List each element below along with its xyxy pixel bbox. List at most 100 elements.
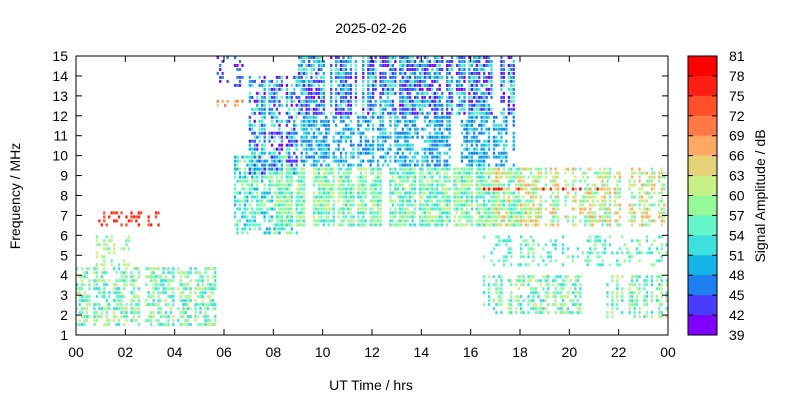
data-point [473, 147, 476, 151]
data-point [586, 255, 589, 259]
data-point [409, 151, 412, 155]
data-point [606, 283, 609, 287]
data-point [270, 91, 274, 95]
data-point [367, 127, 370, 131]
data-point [579, 275, 582, 279]
data-point [394, 215, 397, 219]
data-point [413, 163, 417, 167]
data-point [463, 223, 466, 227]
data-point [529, 207, 533, 211]
data-point [660, 247, 663, 251]
data-point [441, 187, 444, 191]
data-point [369, 207, 372, 211]
data-point [475, 64, 478, 67]
data-point [547, 255, 550, 259]
data-point [293, 143, 296, 147]
data-point [322, 179, 325, 183]
data-point [571, 299, 575, 303]
data-point [463, 139, 466, 143]
data-point [401, 175, 404, 179]
data-point [544, 171, 547, 175]
data-point [458, 103, 461, 107]
data-point [122, 307, 126, 311]
data-point [404, 211, 407, 215]
data-point [574, 275, 577, 279]
data-point [258, 155, 261, 159]
data-point [307, 79, 311, 83]
data-point [298, 71, 301, 75]
data-point [288, 183, 291, 187]
data-point [490, 195, 493, 199]
data-point [322, 195, 325, 199]
data-point [517, 303, 520, 307]
data-point [295, 207, 298, 211]
data-point [436, 119, 439, 123]
data-point [189, 307, 192, 311]
data-point [660, 187, 663, 191]
data-point [483, 83, 486, 87]
data-point [288, 187, 291, 191]
data-point [298, 99, 301, 103]
data-point [399, 179, 402, 183]
data-point [463, 111, 466, 115]
data-point [431, 75, 434, 79]
data-point [490, 199, 493, 203]
data-point [335, 87, 338, 91]
data-point [157, 307, 160, 311]
data-point [194, 267, 197, 271]
data-point [421, 223, 424, 227]
data-point [505, 155, 508, 159]
data-point [510, 295, 513, 299]
data-point [261, 79, 264, 83]
data-point [606, 219, 609, 223]
data-point [480, 167, 483, 171]
x-tick-label: 18 [512, 344, 528, 360]
data-point [312, 111, 316, 115]
data-point [475, 83, 478, 87]
data-point [557, 215, 560, 219]
data-point [480, 91, 483, 95]
data-point [238, 171, 242, 175]
data-point [317, 95, 320, 99]
data-point [505, 255, 508, 259]
data-point [206, 303, 209, 307]
data-point [581, 207, 584, 211]
data-point [362, 211, 365, 215]
data-point [305, 68, 308, 71]
data-point [391, 75, 394, 79]
data-point [660, 283, 663, 287]
data-point [591, 199, 594, 203]
data-point [581, 175, 584, 179]
data-point [258, 131, 261, 135]
data-point [157, 267, 160, 271]
data-point [475, 151, 478, 155]
data-point [172, 319, 175, 323]
data-point [500, 171, 503, 175]
data-point [246, 195, 249, 199]
data-point [322, 199, 325, 203]
data-point [201, 275, 205, 279]
data-point [317, 167, 320, 171]
data-point [470, 183, 473, 187]
data-point [364, 207, 367, 211]
data-point [404, 95, 407, 99]
data-point [280, 195, 283, 199]
data-point [463, 135, 466, 139]
data-point [295, 231, 298, 235]
data-point [505, 127, 508, 131]
data-point [448, 199, 451, 203]
data-point [248, 143, 251, 147]
data-point [145, 319, 148, 323]
data-point [354, 103, 357, 107]
data-point [441, 183, 444, 187]
data-point [263, 211, 266, 215]
data-point [557, 291, 560, 295]
data-point [381, 64, 385, 67]
data-point [278, 171, 281, 175]
data-point [487, 75, 491, 79]
data-point [495, 223, 498, 227]
data-point [307, 87, 311, 91]
data-point [638, 259, 641, 263]
data-point [327, 183, 330, 187]
data-point [406, 131, 409, 135]
